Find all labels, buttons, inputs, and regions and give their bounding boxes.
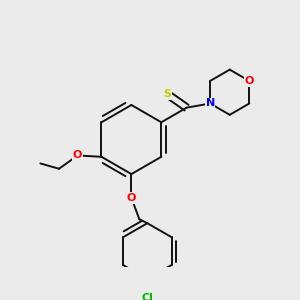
Text: O: O — [244, 76, 254, 86]
Text: Cl: Cl — [141, 292, 153, 300]
Text: O: O — [73, 151, 82, 160]
Text: O: O — [127, 193, 136, 203]
Text: N: N — [206, 98, 215, 109]
Text: S: S — [163, 89, 171, 99]
